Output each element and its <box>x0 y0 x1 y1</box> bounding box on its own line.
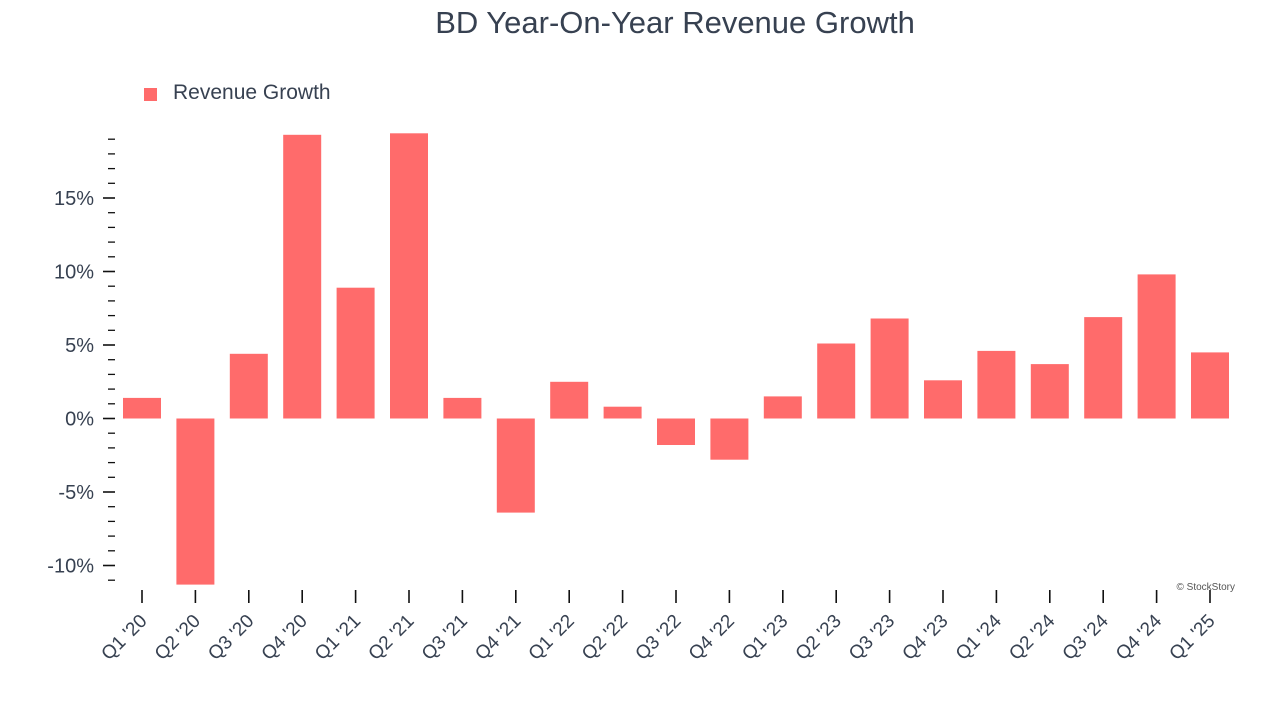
x-axis: Q1 '20 Q2 '20 Q3 '20 Q4 '20 Q1 '21 Q2 '21 Q3 '… <box>98 590 1220 665</box>
x-tick-label: Q3 '21 <box>418 611 472 665</box>
legend-swatch <box>144 88 157 101</box>
bar <box>1137 274 1176 419</box>
x-tick-label: Q2 '24 <box>1005 610 1059 664</box>
bar <box>977 350 1016 419</box>
bar <box>817 343 856 419</box>
x-tick-label: Q1 '25 <box>1166 611 1220 665</box>
x-tick-label: Q4 '24 <box>1112 610 1166 664</box>
bar <box>763 396 802 419</box>
x-tick-label: Q4 '22 <box>685 611 739 665</box>
bar <box>870 318 909 419</box>
y-tick-label: -10% <box>47 556 94 578</box>
x-tick-label: Q1 '22 <box>525 611 579 665</box>
y-tick-label: 15% <box>54 188 94 210</box>
watermark: © StockStory <box>1177 582 1236 593</box>
x-tick-label: Q4 '20 <box>258 611 312 665</box>
bar <box>390 133 428 419</box>
bars <box>123 133 1229 585</box>
x-tick-label: Q3 '22 <box>632 611 686 665</box>
bar <box>443 397 482 419</box>
bar <box>176 418 215 585</box>
x-tick-label: Q4 '23 <box>899 611 953 665</box>
y-tick-label: -5% <box>58 482 94 504</box>
y-tick-label: 10% <box>54 262 94 284</box>
x-tick-label: Q2 '23 <box>792 611 846 665</box>
bar <box>550 381 589 419</box>
x-tick-label: Q3 '24 <box>1059 610 1113 664</box>
legend: Revenue Growth <box>144 81 331 104</box>
bar <box>1191 352 1229 419</box>
x-tick-label: Q1 '24 <box>952 610 1006 664</box>
x-tick-label: Q1 '23 <box>738 611 792 665</box>
bar <box>123 397 161 419</box>
x-tick-label: Q3 '20 <box>204 611 258 665</box>
bar <box>603 406 642 419</box>
chart-title: BD Year-On-Year Revenue Growth <box>435 5 915 40</box>
bar <box>710 418 749 460</box>
x-tick-label: Q2 '20 <box>151 611 205 665</box>
x-tick-label: Q2 '21 <box>365 611 419 665</box>
x-tick-label: Q2 '22 <box>578 611 632 665</box>
x-tick-label: Q3 '23 <box>845 611 899 665</box>
y-axis: -10% -5% 0% 5% 10% 15% <box>47 138 115 581</box>
y-tick-label: 5% <box>65 335 94 357</box>
bar <box>336 287 375 419</box>
x-tick-label: Q4 '21 <box>471 611 525 665</box>
bar <box>924 380 962 419</box>
bar <box>657 418 695 445</box>
x-tick-label: Q1 '20 <box>98 611 152 665</box>
y-tick-label: 0% <box>65 409 94 431</box>
bar <box>1084 317 1123 419</box>
bar <box>496 418 535 513</box>
legend-label: Revenue Growth <box>173 81 331 104</box>
bar <box>1030 364 1069 419</box>
bar <box>229 353 268 419</box>
bar <box>283 134 322 419</box>
x-tick-label: Q1 '21 <box>311 611 365 665</box>
